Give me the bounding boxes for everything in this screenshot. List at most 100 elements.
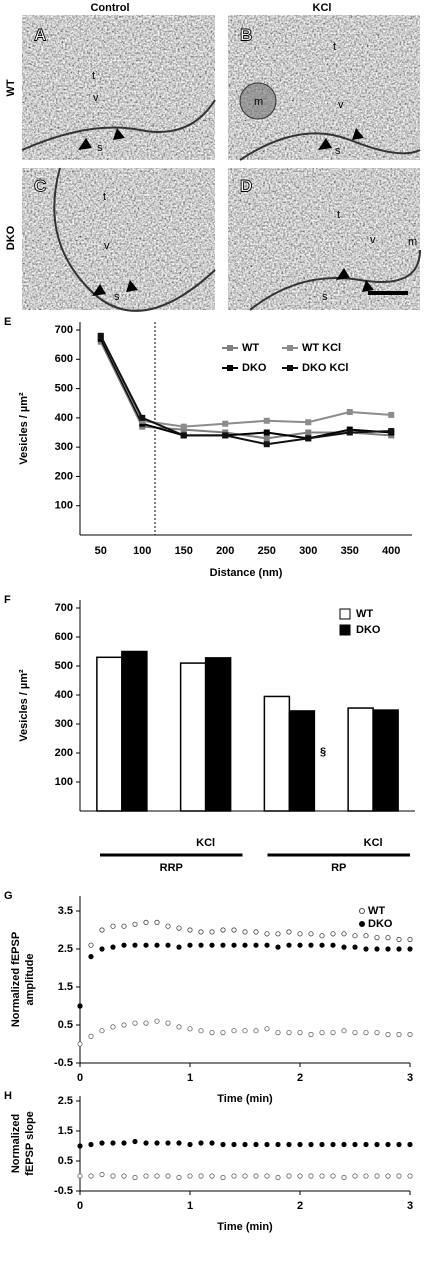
marker	[407, 936, 413, 943]
legend-marker	[287, 365, 293, 371]
series-line	[99, 338, 392, 440]
em-label: v	[338, 99, 344, 111]
marker	[165, 923, 171, 929]
micrograph-c: C t v s	[22, 167, 216, 312]
arrowheads	[318, 128, 364, 150]
marker	[121, 1173, 127, 1179]
legend-label: DKO KCl	[302, 362, 348, 374]
marker	[176, 1024, 182, 1030]
x-tick-label: 300	[299, 545, 317, 557]
marker	[220, 1141, 226, 1148]
panel-letter: C	[34, 176, 46, 195]
marker	[176, 944, 182, 950]
em-label: v	[93, 92, 99, 104]
x-tick-label: 3	[407, 1200, 413, 1212]
marker	[242, 1028, 248, 1034]
marker	[363, 1173, 369, 1179]
marker	[253, 1141, 259, 1148]
x-tick-label: 1	[187, 1072, 193, 1084]
marker	[187, 942, 193, 948]
x-tick-label: 200	[216, 545, 234, 557]
marker	[264, 942, 270, 948]
marker	[220, 927, 226, 933]
legend-marker	[339, 608, 351, 620]
x-tick-label: 2	[297, 1072, 303, 1084]
panel-letter: F	[4, 594, 11, 606]
marker	[346, 409, 353, 415]
marker	[110, 1173, 116, 1179]
marker	[165, 1140, 171, 1146]
marker	[154, 1140, 160, 1146]
bar	[121, 650, 148, 812]
x-tick-label: 400	[382, 545, 400, 557]
marker	[396, 1031, 402, 1038]
em-label: t	[333, 41, 336, 53]
y-tick-label: 500	[55, 660, 73, 672]
marker	[110, 1140, 116, 1146]
marker	[220, 942, 226, 948]
bar	[204, 657, 232, 812]
marker	[330, 942, 336, 948]
marker	[176, 925, 182, 931]
y-axis-label: fEPSP slope	[24, 1111, 36, 1176]
marker	[396, 1173, 402, 1179]
arrowheads	[336, 268, 374, 292]
marker	[132, 1138, 138, 1145]
marker	[110, 1024, 116, 1030]
marker	[198, 1140, 204, 1146]
marker	[363, 946, 369, 952]
em-label: m	[408, 236, 417, 248]
y-tick-label: -0.5	[54, 1185, 73, 1197]
marker	[187, 927, 193, 933]
x-tick-label: KCl	[196, 837, 215, 849]
x-tick-label: 150	[175, 545, 193, 557]
arrowheads	[78, 128, 125, 150]
marker	[330, 1141, 336, 1148]
marker	[286, 1173, 292, 1179]
marker	[275, 1030, 281, 1036]
em-label: m	[254, 96, 263, 108]
series-line	[99, 335, 392, 446]
y-tick-label: 200	[55, 470, 73, 482]
marker	[143, 1020, 149, 1026]
marker	[165, 1020, 171, 1026]
x-tick-label: 350	[341, 545, 359, 557]
marker	[308, 1173, 314, 1179]
marker	[88, 1141, 94, 1148]
marker	[253, 1028, 259, 1034]
marker	[330, 1173, 336, 1179]
marker	[121, 942, 127, 948]
marker	[143, 942, 149, 948]
em-label: s	[335, 145, 341, 157]
marker	[77, 1041, 83, 1047]
marker	[363, 933, 369, 939]
marker	[209, 1030, 215, 1036]
marker	[187, 1173, 193, 1179]
marker	[88, 1173, 94, 1179]
marker	[121, 1140, 127, 1146]
membrane	[239, 132, 421, 161]
marker	[222, 420, 229, 427]
marker	[132, 921, 138, 927]
x-tick-label: 0	[77, 1072, 83, 1084]
marker	[305, 435, 312, 442]
marker	[305, 429, 312, 436]
marker	[385, 934, 391, 941]
marker	[231, 1141, 237, 1148]
marker	[264, 1141, 270, 1148]
marker	[396, 946, 402, 952]
x-tick-label: 2	[297, 1200, 303, 1212]
marker	[305, 419, 312, 426]
bar	[179, 662, 207, 812]
y-axis-label: Vesicles / µm²	[18, 669, 30, 742]
x-tick-label: 0	[77, 1200, 83, 1212]
marker	[263, 435, 270, 442]
x-tick-label: 50	[95, 545, 107, 557]
marker	[297, 931, 303, 937]
legend-marker	[359, 921, 365, 927]
marker	[198, 929, 204, 935]
marker	[198, 1028, 204, 1034]
marker	[263, 429, 270, 436]
